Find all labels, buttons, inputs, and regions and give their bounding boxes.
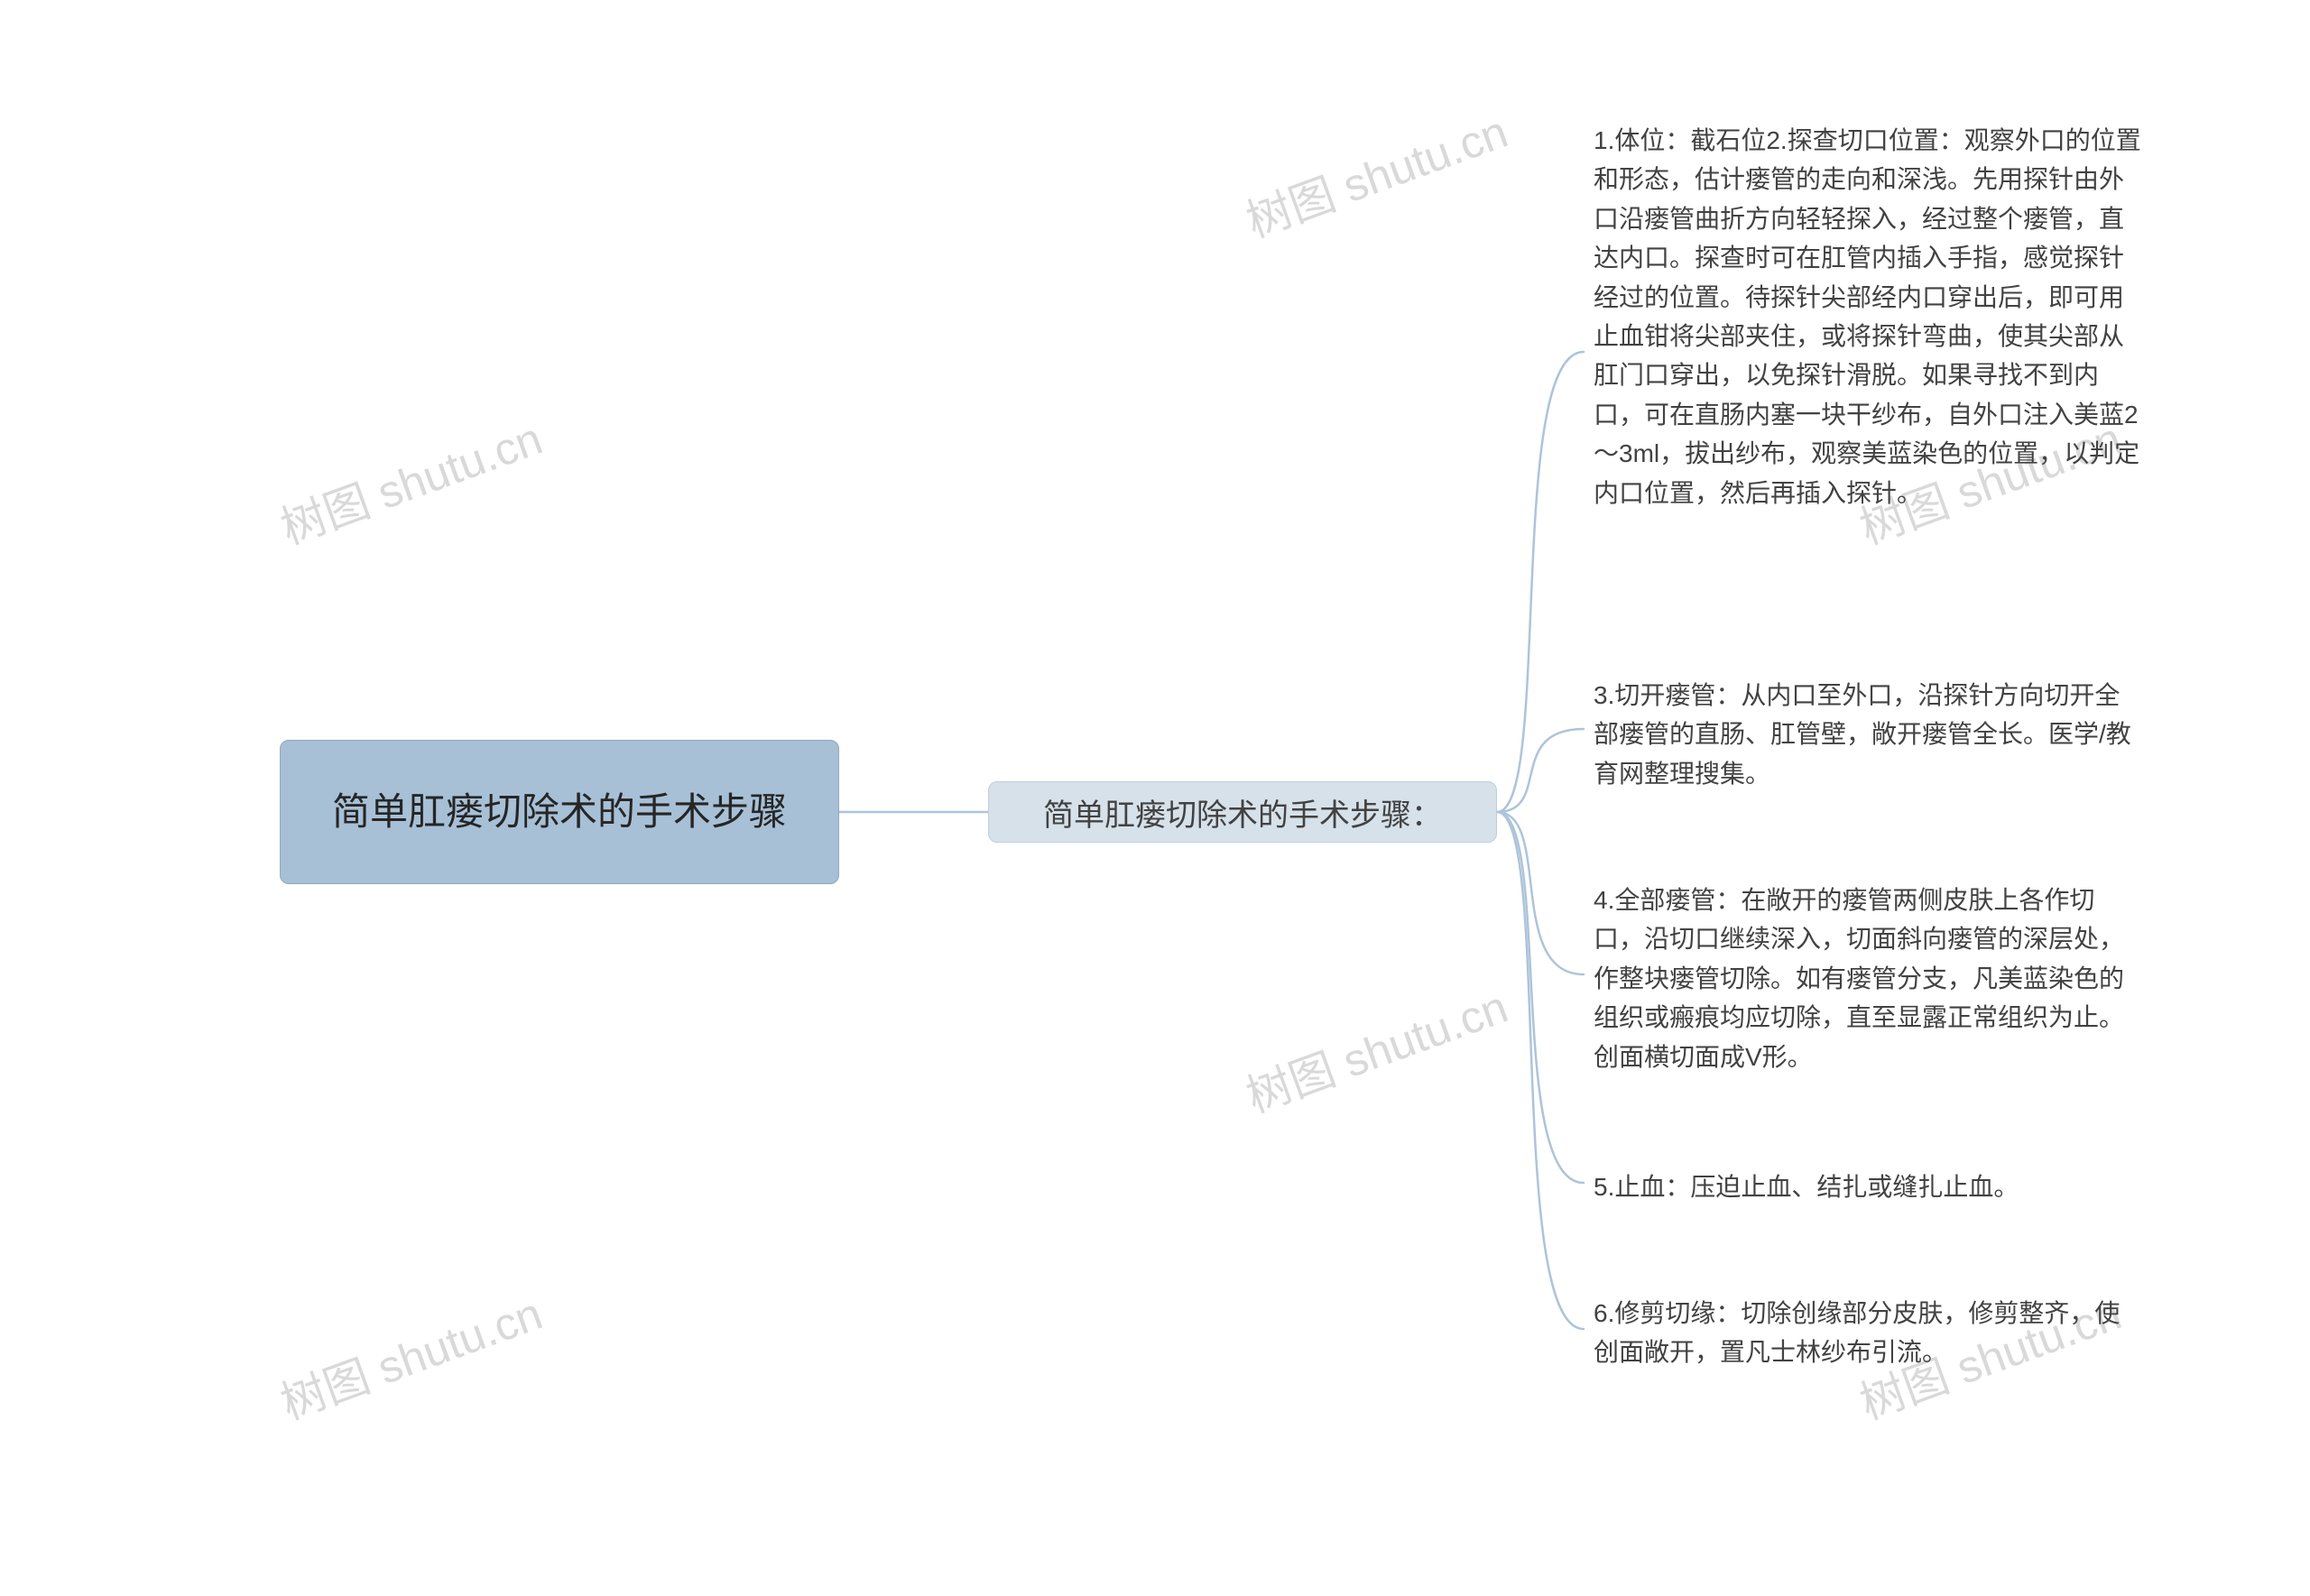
leaf-node-step-1[interactable]: 1.体位：截石位2.探查切口位置：观察外口的位置和形态，估计瘘管的走向和深浅。先…	[1588, 117, 2148, 516]
sub-node-label: 简单肛瘘切除术的手术步骤：	[1043, 790, 1442, 835]
watermark: 树图 shutu.cn	[271, 402, 550, 557]
mindmap-canvas: 树图 shutu.cn 树图 shutu.cn 树图 shutu.cn 树图 shut…	[0, 0, 2310, 1596]
leaf-node-step-2[interactable]: 3.切开瘘管：从内口至外口，沿探针方向切开全部瘘管的直肠、肛管壁，敞开瘘管全长。…	[1588, 672, 2148, 797]
watermark: 树图 shutu.cn	[1236, 96, 1515, 250]
root-node[interactable]: 简单肛瘘切除术的手术步骤	[280, 740, 839, 884]
leaf-node-label: 4.全部瘘管：在敞开的瘘管两侧皮肤上各作切口，沿切口继续深入，切面斜向瘘管的深层…	[1594, 881, 2142, 1076]
leaf-node-label: 3.切开瘘管：从内口至外口，沿探针方向切开全部瘘管的直肠、肛管壁，敞开瘘管全长。…	[1594, 676, 2142, 793]
leaf-node-step-3[interactable]: 4.全部瘘管：在敞开的瘘管两侧皮肤上各作切口，沿切口继续深入，切面斜向瘘管的深层…	[1588, 877, 2148, 1080]
root-node-label: 简单肛瘘切除术的手术步骤	[332, 786, 787, 839]
sub-node[interactable]: 简单肛瘘切除术的手术步骤：	[988, 781, 1497, 843]
leaf-node-label: 1.体位：截石位2.探查切口位置：观察外口的位置和形态，估计瘘管的走向和深浅。先…	[1594, 121, 2142, 512]
leaf-node-label: 6.修剪切缘：切除创缘部分皮肤，修剪整齐，使创面敞开，置凡士林纱布引流。	[1594, 1294, 2142, 1372]
watermark: 树图 shutu.cn	[271, 1278, 550, 1432]
leaf-node-step-4[interactable]: 5.止血：压迫止血、结扎或缝扎止血。	[1588, 1164, 2148, 1210]
watermark: 树图 shutu.cn	[1236, 971, 1515, 1125]
leaf-node-step-5[interactable]: 6.修剪切缘：切除创缘部分皮肤，修剪整齐，使创面敞开，置凡士林纱布引流。	[1588, 1290, 2148, 1376]
leaf-node-label: 5.止血：压迫止血、结扎或缝扎止血。	[1594, 1167, 2019, 1206]
